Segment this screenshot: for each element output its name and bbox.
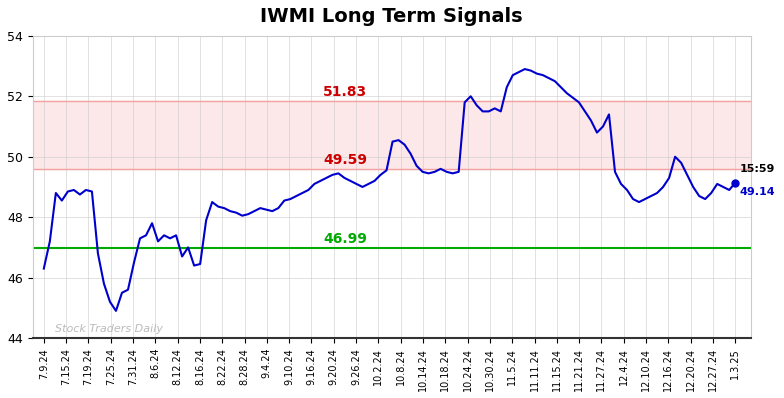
Title: IWMI Long Term Signals: IWMI Long Term Signals xyxy=(260,7,523,26)
Text: 15:59: 15:59 xyxy=(740,164,775,174)
Text: 49.59: 49.59 xyxy=(323,153,367,167)
Bar xyxy=(33,101,751,169)
Text: 51.83: 51.83 xyxy=(323,85,367,100)
Point xyxy=(729,179,742,186)
Text: 46.99: 46.99 xyxy=(323,232,367,246)
Text: 49.14: 49.14 xyxy=(740,187,775,197)
Text: Stock Traders Daily: Stock Traders Daily xyxy=(55,324,163,334)
